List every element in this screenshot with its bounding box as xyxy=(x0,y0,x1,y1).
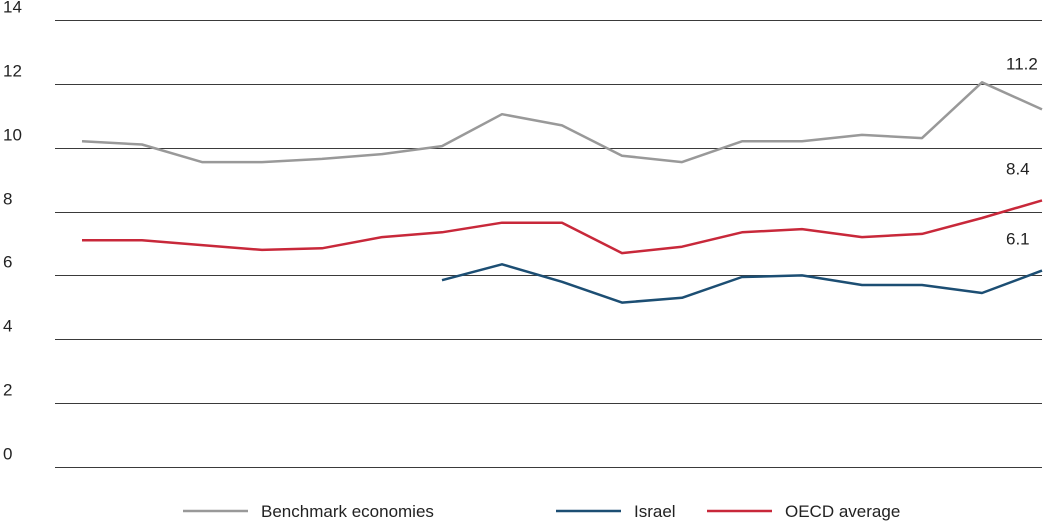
y-tick-label: 0 xyxy=(3,445,12,464)
gridlines xyxy=(55,20,1042,468)
y-tick-label: 4 xyxy=(3,317,12,336)
series-lines xyxy=(81,81,1043,304)
y-axis-tick-labels: 0 2 4 6 8 10 12 14 xyxy=(3,0,22,464)
y-tick-label: 12 xyxy=(3,62,22,81)
y-tick-label: 10 xyxy=(3,126,22,145)
series-line-benchmark-economies xyxy=(81,81,1043,164)
end-value-labels: 11.2 6.1 8.4 xyxy=(1006,54,1038,248)
end-value-label: 6.1 xyxy=(1006,230,1030,249)
legend-label: Israel xyxy=(634,502,676,521)
y-tick-label: 14 xyxy=(3,0,22,17)
legend-label: OECD average xyxy=(785,502,900,521)
y-tick-label: 8 xyxy=(3,190,12,209)
end-value-label: 11.2 xyxy=(1006,54,1038,73)
series-line-oecd-average xyxy=(82,199,1043,255)
end-value-label: 8.4 xyxy=(1006,159,1030,178)
y-tick-label: 2 xyxy=(3,381,12,400)
legend-label: Benchmark economies xyxy=(261,502,434,521)
y-tick-label: 6 xyxy=(3,253,12,272)
legend: Benchmark economies Israel OECD average xyxy=(183,502,900,521)
series-line-israel xyxy=(441,263,1043,304)
